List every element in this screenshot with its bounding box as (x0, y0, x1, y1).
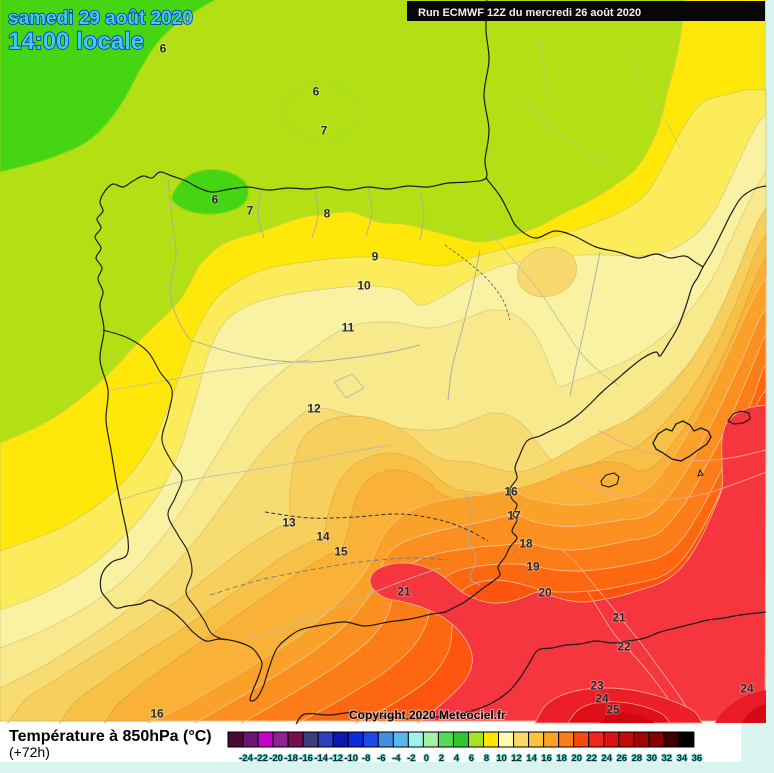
svg-text:21: 21 (612, 610, 626, 624)
svg-text:24: 24 (740, 681, 754, 695)
svg-text:21: 21 (397, 584, 411, 598)
svg-text:19: 19 (526, 559, 540, 573)
svg-text:Copyright 2020 Meteociel.fr: Copyright 2020 Meteociel.fr (349, 708, 506, 722)
svg-text:-10: -10 (344, 753, 358, 764)
svg-text:23: 23 (590, 678, 604, 692)
svg-text:18: 18 (519, 536, 533, 550)
svg-text:34: 34 (677, 753, 688, 764)
svg-text:36: 36 (692, 753, 703, 764)
svg-text:8: 8 (484, 753, 489, 764)
svg-text:20: 20 (571, 753, 582, 764)
svg-text:6: 6 (469, 753, 474, 764)
svg-text:-22: -22 (254, 753, 268, 764)
svg-text:17: 17 (507, 508, 521, 522)
svg-text:-6: -6 (377, 753, 385, 764)
svg-text:32: 32 (662, 753, 673, 764)
svg-text:(+72h): (+72h) (9, 744, 50, 760)
svg-text:12: 12 (307, 401, 321, 415)
svg-text:-18: -18 (284, 753, 298, 764)
svg-text:9: 9 (372, 249, 379, 263)
svg-text:24: 24 (601, 753, 612, 764)
svg-text:4: 4 (454, 753, 460, 764)
svg-text:30: 30 (647, 753, 658, 764)
svg-text:2: 2 (439, 753, 444, 764)
svg-text:-12: -12 (329, 753, 343, 764)
svg-text:-2: -2 (407, 753, 415, 764)
svg-text:-8: -8 (362, 753, 370, 764)
svg-text:6: 6 (313, 84, 320, 98)
svg-text:15: 15 (334, 544, 348, 558)
svg-text:Température à 850hPa (°C): Température à 850hPa (°C) (9, 728, 212, 745)
svg-text:16: 16 (504, 484, 518, 498)
svg-text:18: 18 (556, 753, 567, 764)
svg-text:6: 6 (160, 41, 167, 55)
svg-text:11: 11 (342, 320, 355, 334)
svg-text:14: 14 (526, 753, 537, 764)
svg-text:22: 22 (617, 639, 631, 653)
svg-text:6: 6 (212, 192, 219, 206)
svg-text:26: 26 (617, 753, 628, 764)
svg-text:-4: -4 (392, 753, 401, 764)
svg-text:20: 20 (538, 585, 552, 599)
svg-text:7: 7 (321, 123, 328, 137)
svg-text:12: 12 (511, 753, 522, 764)
svg-text:-24: -24 (239, 753, 253, 764)
svg-text:10: 10 (357, 278, 371, 292)
svg-text:Run ECMWF 12Z du mercredi 26 a: Run ECMWF 12Z du mercredi 26 août 2020 (418, 7, 641, 19)
svg-text:10: 10 (496, 753, 507, 764)
svg-text:-14: -14 (314, 753, 328, 764)
svg-text:16: 16 (541, 753, 552, 764)
svg-text:24: 24 (595, 691, 609, 705)
svg-text:-16: -16 (299, 753, 313, 764)
svg-text:28: 28 (632, 753, 643, 764)
svg-text:samedi 29 août 2020: samedi 29 août 2020 (8, 8, 193, 29)
svg-text:0: 0 (424, 753, 429, 764)
svg-text:14: 14 (316, 529, 330, 543)
svg-text:22: 22 (586, 753, 597, 764)
svg-text:14:00 locale: 14:00 locale (8, 28, 144, 55)
svg-text:16: 16 (150, 706, 164, 720)
svg-text:8: 8 (324, 206, 331, 220)
svg-text:25: 25 (606, 702, 620, 716)
svg-text:13: 13 (282, 515, 296, 529)
svg-text:7: 7 (247, 203, 254, 217)
svg-text:-20: -20 (269, 753, 283, 764)
